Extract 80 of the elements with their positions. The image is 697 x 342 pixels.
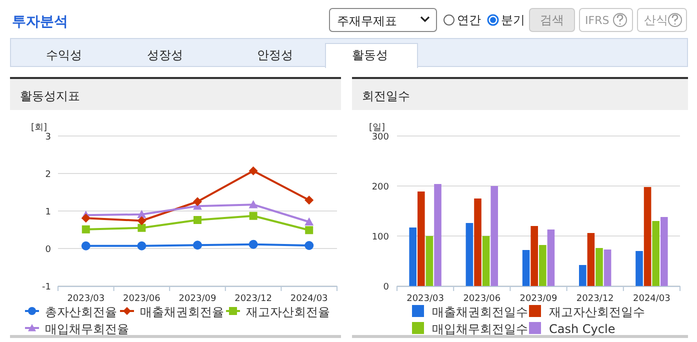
y-tick-label: 0 [383,282,390,292]
chart-title: 활동성지표 [20,89,80,103]
bar [660,217,668,286]
bar [530,226,538,286]
x-tick-label: 2024/03 [290,294,328,304]
point [81,241,90,250]
point [304,217,314,226]
y-tick-label: 2 [45,170,51,180]
point [82,225,90,234]
text: 안정성 [257,48,293,62]
point [248,166,258,176]
point [137,216,146,226]
bar [474,198,482,286]
y-tick-label: 200 [372,182,390,192]
bar [418,192,425,286]
bar [644,187,652,286]
bar [466,223,474,286]
y-tick-label: -1 [42,282,51,292]
bar [579,265,586,286]
text: 산식 [644,13,668,27]
bar [522,250,530,286]
x-tick-label: 2023/12 [234,294,272,304]
text: 성장성 [147,48,183,62]
y-tick-label: 100 [372,232,390,242]
text: 분기 [501,13,525,27]
bar [604,250,612,286]
point [304,196,314,205]
bar [426,236,434,286]
text: 연간 [457,13,481,27]
bar [587,233,595,286]
text: 활동성 [352,48,388,62]
y-axis-title: [회] [31,123,48,133]
x-tick-label: 2023/06 [463,294,501,304]
legend-label: 총자산회전율 [45,305,117,319]
point [138,224,146,232]
point [137,241,146,250]
y-tick-label: 0 [45,245,52,255]
text: 수익성 [46,48,82,62]
y-tick-label: 1 [45,208,51,218]
text: 검색 [540,13,564,27]
bar [636,251,643,286]
legend-label: 재고자산회전율 [246,305,330,319]
bar [482,236,490,286]
point [193,240,202,250]
bar [490,186,498,286]
point [194,216,202,224]
bar [547,230,555,286]
text: IFRS [585,14,610,27]
x-tick-label: 2023/03 [67,294,105,304]
bar [539,245,546,286]
point [193,197,202,206]
point [249,212,258,220]
x-tick-label: 2023/09 [520,294,558,304]
x-tick-label: 2023/12 [576,294,614,304]
point [137,210,146,218]
point [248,240,258,249]
point [305,226,314,234]
point [248,200,258,208]
y-tick-label: 300 [372,132,390,142]
legend-label: 매입채무회전율 [45,322,129,336]
legend-label: 매입채무회전일수 [432,322,528,336]
x-tick-label: 2024/03 [633,294,670,304]
legend-label: 매출채권회전일수 [432,305,528,319]
text: 주재무제표 [337,14,397,28]
chart-title: 회전일수 [362,89,410,103]
point [304,241,314,250]
bar [596,248,603,286]
legend-label: Cash Cycle [549,322,616,336]
y-tick-label: 3 [45,132,51,142]
y-axis-title: [일] [369,123,386,133]
legend-label: 재고자산회전일수 [549,305,645,319]
bar [409,228,416,286]
bar [434,184,442,286]
bar [652,221,660,286]
x-tick-label: 2023/09 [178,294,216,304]
legend-label: 매출채권회전율 [140,305,224,319]
text: 투자분석 [12,14,68,30]
x-tick-label: 2023/03 [406,294,444,304]
x-tick-label: 2023/06 [123,294,161,304]
point [81,214,90,223]
